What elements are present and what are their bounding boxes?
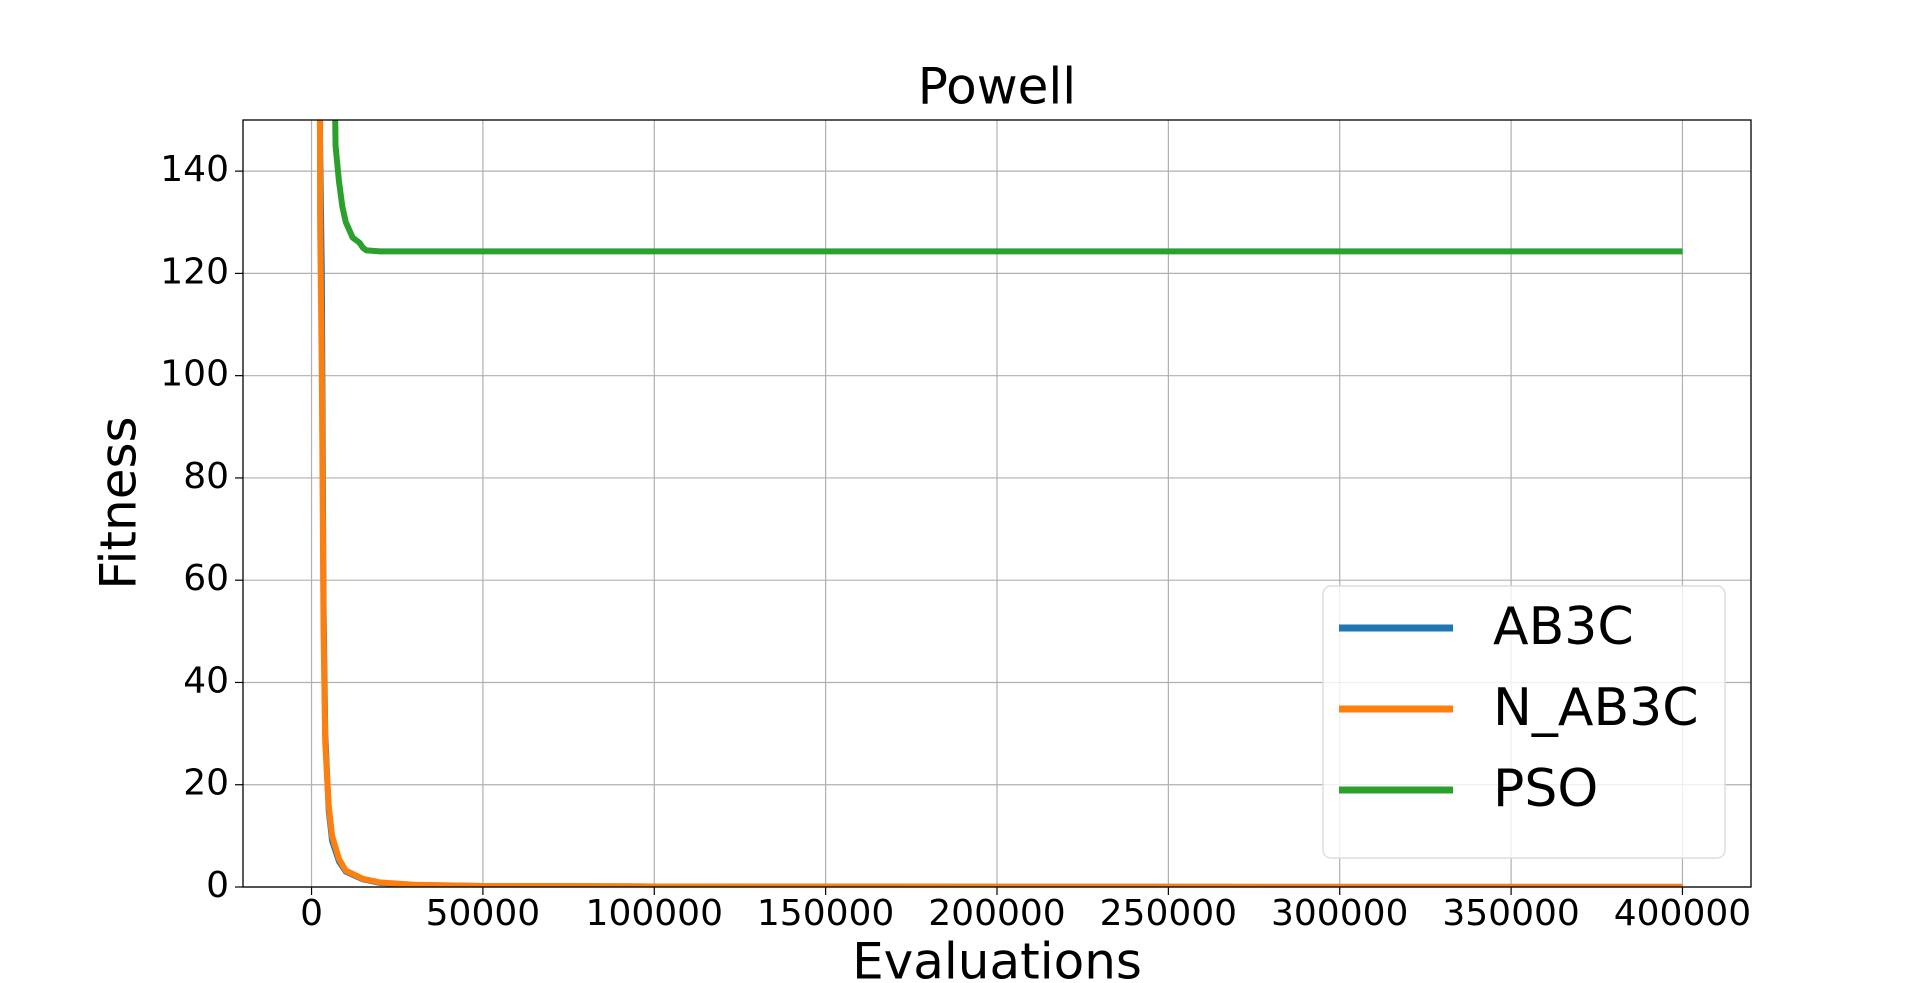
y-tick-label: 40 [183, 660, 229, 701]
y-tick-label: 140 [160, 149, 229, 190]
y-tick-label: 120 [160, 251, 229, 292]
x-tick-label: 50000 [426, 893, 541, 934]
x-tick-label: 100000 [586, 893, 723, 934]
y-tick-label: 80 [183, 456, 229, 497]
y-axis-label: Fitness [90, 416, 148, 589]
x-tick-label: 150000 [757, 893, 894, 934]
y-tick-label: 100 [160, 354, 229, 395]
legend-label: PSO [1493, 759, 1598, 819]
chart-title: Powell [918, 58, 1076, 116]
grid: 0 50000 100000 150000 200000 250000 300000 3500… [160, 120, 1751, 934]
x-tick-label: 300000 [1271, 893, 1408, 934]
legend-label: N_AB3C [1493, 678, 1699, 738]
x-tick-label: 0 [300, 893, 323, 934]
axes-frame [242, 119, 1752, 888]
x-tick-label: 250000 [1100, 893, 1237, 934]
data-line [332, 120, 1683, 255]
y-tick-label: 60 [183, 558, 229, 599]
legend-label: AB3C [1493, 597, 1634, 657]
y-tick-label: 0 [206, 865, 229, 906]
x-axis-label: Evaluations [852, 933, 1142, 983]
x-tick-label: 400000 [1614, 893, 1751, 934]
y-tick-label: 20 [183, 763, 229, 804]
x-tick-label: 350000 [1442, 893, 1579, 934]
x-tick-label: 200000 [928, 893, 1065, 934]
legend: AB3C N_AB3C PSO [1322, 585, 1726, 859]
